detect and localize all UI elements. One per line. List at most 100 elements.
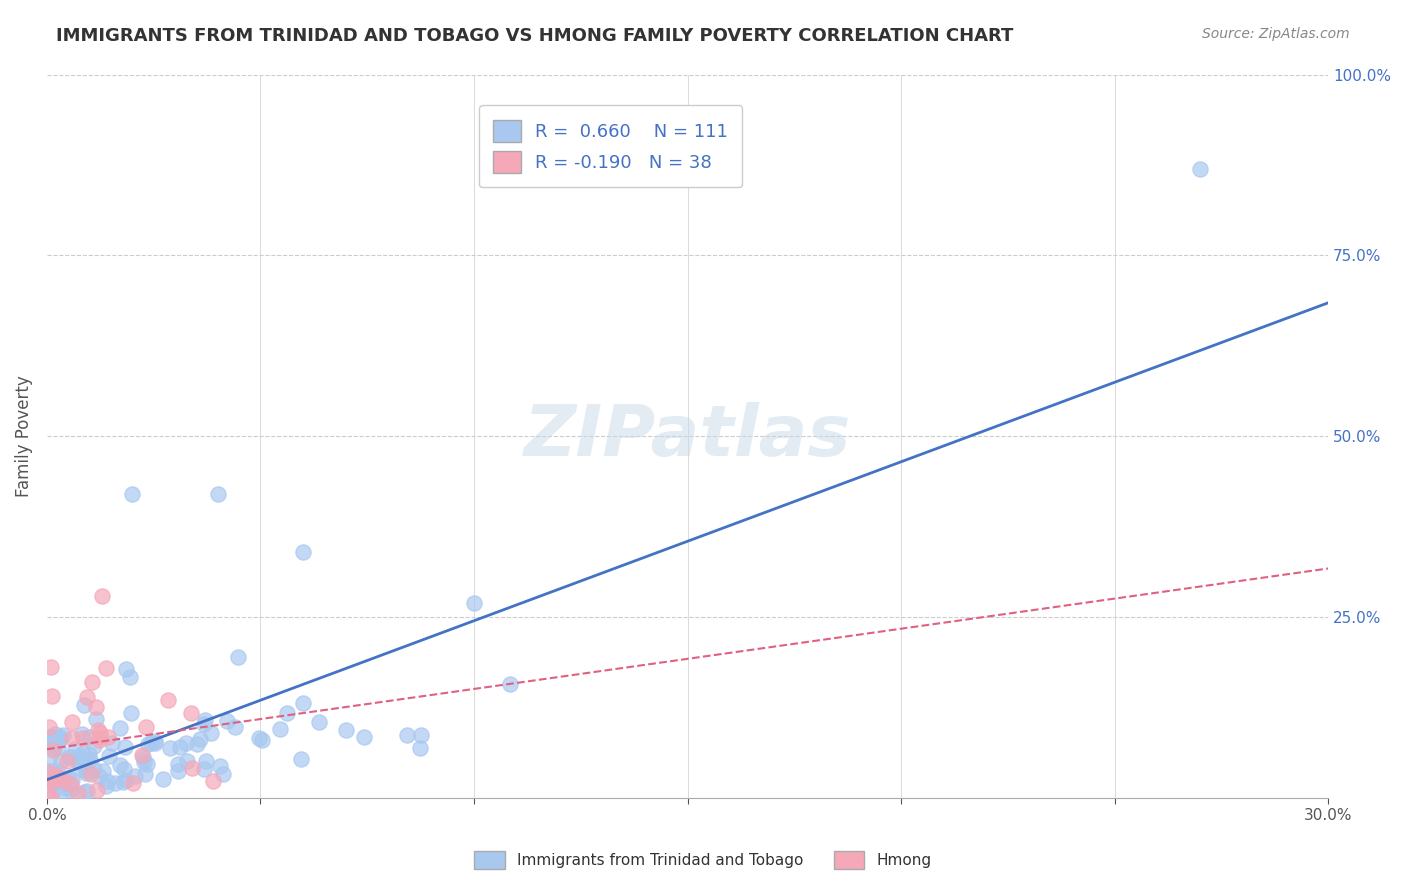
Point: [84, 700, 107, 714]
Point: [124, 769, 146, 783]
Point: [353, 730, 375, 744]
Point: [73, 785, 96, 799]
Point: [104, 775, 127, 789]
Point: [409, 740, 432, 755]
Point: [75, 753, 97, 767]
Point: [143, 734, 166, 748]
Point: [167, 757, 190, 772]
Point: [308, 714, 330, 729]
Legend: R =  0.660    N = 111, R = -0.190   N = 38: R = 0.660 N = 111, R = -0.190 N = 38: [479, 105, 742, 187]
Point: [176, 735, 198, 749]
Point: [86, 782, 108, 797]
Point: [207, 487, 229, 501]
Point: [269, 722, 291, 736]
Point: [276, 706, 298, 720]
Point: [39, 660, 62, 674]
Point: [83, 739, 105, 753]
Point: [167, 764, 190, 778]
Point: [91, 589, 114, 603]
Point: [56, 777, 79, 791]
Point: [120, 670, 142, 684]
Point: [38, 721, 60, 735]
Point: [49, 731, 72, 746]
Point: [226, 650, 249, 665]
Point: [39, 771, 62, 785]
Point: [60, 714, 83, 729]
Point: [101, 736, 124, 750]
Point: [38, 730, 60, 744]
Point: [42, 742, 65, 756]
Point: [131, 747, 153, 762]
Point: [66, 755, 89, 769]
Point: [42, 765, 65, 780]
Point: [59, 783, 82, 797]
Text: Source: ZipAtlas.com: Source: ZipAtlas.com: [1202, 27, 1350, 41]
Point: [41, 790, 63, 805]
Point: [45, 768, 67, 782]
Point: [395, 728, 418, 742]
Point: [72, 731, 94, 745]
Point: [76, 784, 98, 798]
Point: [46, 739, 69, 754]
Point: [83, 762, 105, 776]
Point: [42, 741, 65, 756]
Point: [52, 728, 75, 742]
Point: [41, 773, 63, 788]
Point: [108, 721, 131, 735]
Point: [44, 775, 66, 789]
Point: [139, 736, 162, 750]
Point: [176, 754, 198, 768]
Point: [112, 762, 135, 776]
Point: [79, 753, 101, 767]
Point: [111, 775, 134, 789]
Point: [52, 773, 75, 788]
Point: [42, 777, 65, 791]
Point: [67, 786, 90, 800]
Point: [44, 737, 66, 751]
Point: [463, 596, 485, 610]
Point: [69, 763, 91, 777]
Point: [115, 662, 138, 676]
Point: [120, 706, 142, 720]
Point: [188, 732, 211, 747]
Point: [97, 731, 120, 745]
Point: [37, 765, 59, 780]
Point: [212, 767, 235, 781]
Point: [121, 487, 143, 501]
Point: [58, 775, 80, 789]
Point: [72, 698, 94, 713]
Point: [143, 736, 166, 750]
Point: [1188, 161, 1211, 176]
Point: [135, 756, 157, 771]
Text: ZIPatlas: ZIPatlas: [524, 401, 851, 471]
Point: [292, 696, 315, 710]
Point: [108, 758, 131, 772]
Point: [156, 693, 179, 707]
Point: [63, 742, 86, 756]
Point: [89, 726, 111, 740]
Point: [250, 733, 273, 747]
Point: [49, 755, 72, 769]
Point: [290, 751, 312, 765]
Point: [89, 768, 111, 782]
Point: [97, 749, 120, 764]
Point: [115, 773, 138, 788]
Point: [498, 677, 520, 691]
Point: [60, 772, 83, 787]
Point: [46, 770, 69, 784]
Point: [37, 764, 59, 779]
Point: [132, 749, 155, 764]
Point: [38, 735, 60, 749]
Point: [80, 766, 103, 780]
Point: [76, 764, 98, 779]
Point: [96, 773, 118, 788]
Point: [77, 747, 100, 761]
Point: [37, 787, 59, 801]
Point: [45, 763, 67, 777]
Point: [224, 721, 246, 735]
Point: [49, 730, 72, 744]
Point: [134, 755, 156, 769]
Point: [193, 762, 215, 776]
Point: [77, 731, 100, 745]
Point: [75, 766, 97, 780]
